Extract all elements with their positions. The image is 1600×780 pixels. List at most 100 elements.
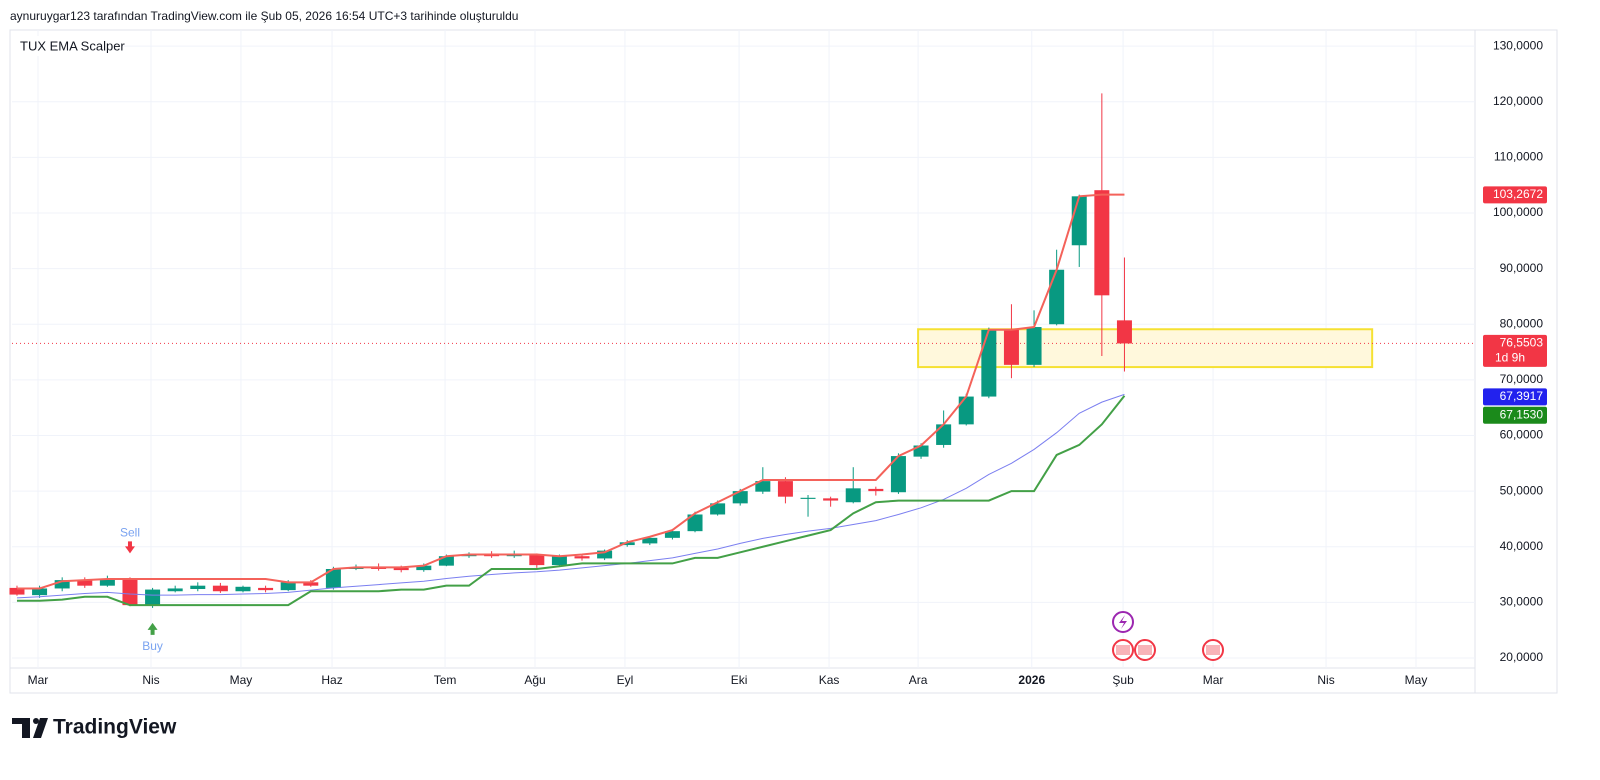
x-tick-label: Haz [321, 673, 342, 687]
candle-body [416, 565, 432, 571]
candle-body [710, 503, 726, 515]
candle-body [845, 488, 861, 503]
event-flag [1138, 645, 1152, 655]
y-tick-label: 60,0000 [1500, 428, 1544, 442]
price-label-box [1483, 406, 1547, 424]
y-tick-label: 110,0000 [1494, 150, 1543, 164]
candle-body [1003, 329, 1019, 365]
candle-body [235, 586, 251, 592]
candle-body [258, 587, 274, 591]
x-tick-label: Mar [28, 673, 49, 687]
candle-body [1049, 269, 1065, 325]
x-tick-label: Eyl [617, 673, 634, 687]
y-tick-label: 90,0000 [1500, 261, 1544, 275]
candle-body [325, 568, 341, 588]
x-tick-label: Nis [1317, 673, 1334, 687]
price-label: 103,2672 [1493, 187, 1543, 201]
candle-body [167, 588, 183, 592]
candle-body [9, 587, 25, 595]
y-tick-label: 80,0000 [1500, 316, 1544, 330]
candle-body [190, 585, 206, 590]
x-tick-label: Nis [142, 673, 159, 687]
x-tick-label: Mar [1203, 673, 1224, 687]
candle-body [393, 567, 409, 571]
candle-body [122, 579, 138, 606]
x-tick-label: 2026 [1018, 673, 1045, 687]
signal-label: Buy [142, 639, 163, 653]
candle-body [1116, 320, 1132, 344]
candle-body [800, 497, 816, 499]
candle-body [551, 556, 567, 566]
candle-body [506, 555, 522, 557]
x-tick-label: Eki [731, 673, 748, 687]
y-tick-label: 100,0000 [1493, 205, 1543, 219]
candle-body [574, 556, 590, 559]
candle-body [280, 582, 296, 591]
header-caption: aynuruygar123 tarafından TradingView.com… [10, 9, 518, 23]
indicator-line [16, 395, 1126, 607]
candle-body [823, 498, 839, 501]
candle-body [890, 456, 906, 493]
logo-mark [33, 718, 39, 724]
logo-text: TradingView [53, 716, 177, 739]
y-tick-label: 20,0000 [1500, 650, 1544, 664]
price-label: 67,3917 [1500, 389, 1544, 403]
y-tick-label: 120,0000 [1493, 94, 1543, 108]
x-tick-label: Kas [819, 673, 840, 687]
candle-body [212, 585, 228, 592]
candle-body [1026, 327, 1042, 365]
candle-body [1094, 190, 1110, 296]
candle-body [664, 531, 680, 538]
candle-body [32, 588, 48, 596]
candle-body [777, 481, 793, 497]
candle-body [868, 488, 884, 492]
y-tick-label: 70,0000 [1500, 372, 1544, 386]
candle-body [529, 555, 545, 566]
price-label-countdown: 1d 9h [1495, 351, 1525, 365]
candle-body [732, 491, 748, 504]
candle-body [687, 514, 703, 532]
indicator-line [16, 193, 1125, 590]
indicator-line [16, 393, 1125, 599]
y-tick-label: 40,0000 [1500, 539, 1544, 553]
event-flag [1116, 645, 1130, 655]
candle-body [981, 329, 997, 397]
candle-body [145, 589, 161, 606]
y-tick-label: 30,0000 [1500, 595, 1544, 609]
candle-body [755, 481, 771, 492]
candle-body [54, 580, 70, 589]
price-label: 67,1530 [1500, 407, 1544, 421]
chart-title: TUX EMA Scalper [20, 38, 125, 53]
buy-arrow [147, 622, 158, 635]
candle-body [438, 556, 454, 566]
candle-body [77, 580, 93, 586]
candle-body [619, 542, 635, 546]
event-flag [1206, 645, 1220, 655]
price-label-box [1483, 186, 1547, 204]
price-label-box [1483, 388, 1547, 406]
candle-body [303, 582, 319, 586]
candle-body [958, 396, 974, 425]
legend-bg [12, 36, 124, 56]
candle-body [1071, 196, 1087, 246]
event-icons [1112, 611, 1224, 661]
x-tick-label: May [1405, 673, 1428, 687]
candle-body [913, 445, 929, 457]
x-tick-label: Ara [909, 673, 928, 687]
chart-frame [9, 29, 1558, 694]
grid [12, 30, 1475, 668]
candle-body [597, 550, 613, 559]
candle-body [642, 537, 658, 544]
event-icon [1119, 615, 1127, 629]
price-label-box [1483, 334, 1547, 367]
y-tick-label: 130,0000 [1493, 38, 1543, 52]
candle-body [936, 424, 952, 445]
signal-label: Sell [120, 526, 140, 540]
price-label: 76,5503 [1500, 336, 1544, 350]
logo-mark [12, 718, 48, 738]
sell-arrow [124, 541, 135, 554]
x-tick-label: May [230, 673, 253, 687]
x-tick-label: Tem [434, 673, 457, 687]
logo: TradingView [12, 716, 177, 739]
